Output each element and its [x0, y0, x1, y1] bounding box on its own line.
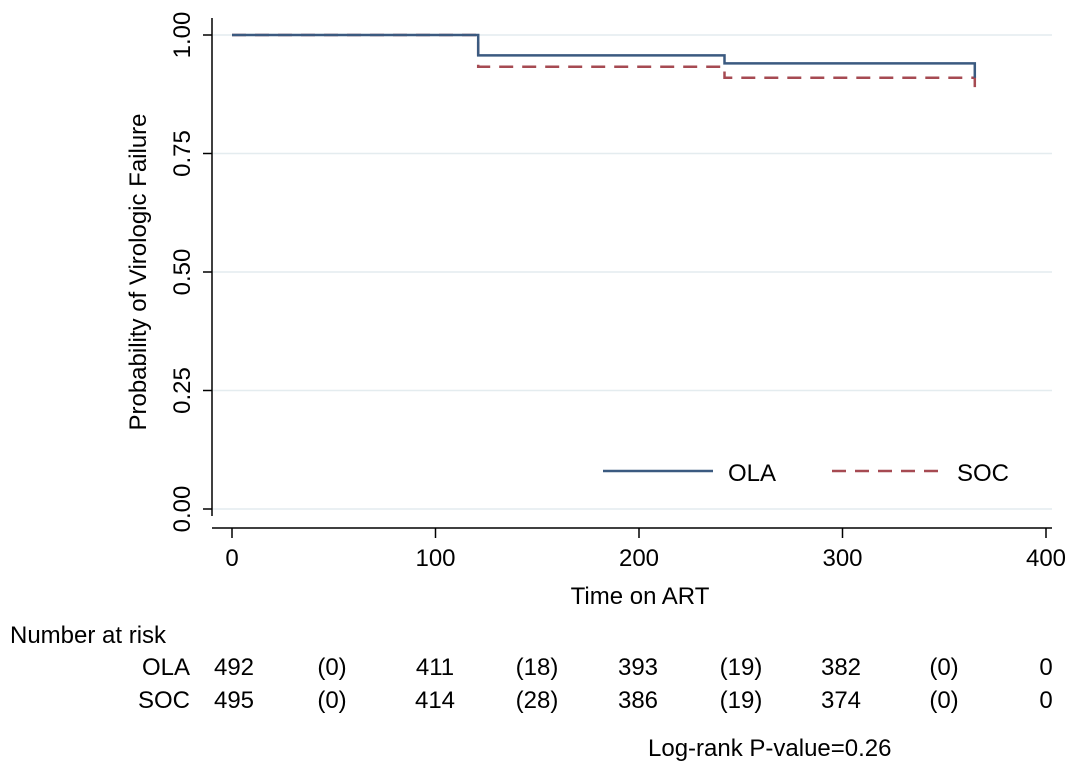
x-tick-label: 300: [822, 545, 862, 572]
risk-cell: 414: [415, 687, 455, 714]
risk-cell: 382: [821, 654, 861, 681]
y-axis-label: Probability of Virologic Failure: [125, 113, 152, 430]
risk-cell: 0: [1039, 654, 1052, 681]
y-tick-label: 1.00: [169, 12, 196, 59]
risk-cell: (0): [317, 654, 346, 681]
series-lines: [232, 33, 977, 88]
x-tick-label: 200: [619, 545, 659, 572]
risk-cell: (18): [516, 654, 559, 681]
y-tick-label: 0.00: [169, 486, 196, 533]
risk-cell: (19): [720, 687, 763, 714]
risk-cell: (0): [317, 687, 346, 714]
x-tick-label: 0: [225, 545, 238, 572]
logrank-annotation: Log-rank P-value=0.26: [648, 735, 892, 762]
x-tick-label: 400: [1026, 545, 1066, 572]
legend-label-soc: SOC: [957, 460, 1009, 487]
gridlines: [213, 34, 1052, 510]
x-ticks: 0 100 200 300 400: [225, 528, 1066, 572]
risk-cell: 0: [1039, 687, 1052, 714]
risk-cell: 386: [618, 687, 658, 714]
axes: [211, 18, 1052, 529]
x-axis-label: Time on ART: [571, 583, 710, 610]
y-tick-label: 0.25: [169, 367, 196, 414]
risk-cell: (28): [516, 687, 559, 714]
risk-cell: 374: [821, 687, 861, 714]
legend-label-ola: OLA: [728, 460, 776, 487]
risk-cell: 411: [416, 654, 454, 681]
risk-cell: (0): [929, 687, 958, 714]
risk-cell: 492: [214, 654, 254, 681]
x-tick-label: 100: [415, 545, 455, 572]
legend: OLA SOC: [603, 460, 1009, 487]
risk-cell: (0): [929, 654, 958, 681]
series-line-soc: [232, 33, 977, 88]
risk-row-label: OLA: [142, 654, 190, 681]
series-line-ola: [232, 33, 977, 78]
y-tick-label: 0.75: [169, 130, 196, 177]
risk-row-label: SOC: [138, 687, 190, 714]
y-ticks: 0.00 0.25 0.50 0.75 1.00: [169, 12, 212, 533]
risk-cell: 495: [214, 687, 254, 714]
risk-cell: (19): [720, 654, 763, 681]
risk-cell: 393: [618, 654, 658, 681]
risk-table: Number at risk OLA 492 (0) 411 (18) 393 (19) 38…: [10, 622, 1053, 714]
risk-table-title: Number at risk: [10, 622, 167, 649]
y-tick-label: 0.50: [169, 249, 196, 296]
